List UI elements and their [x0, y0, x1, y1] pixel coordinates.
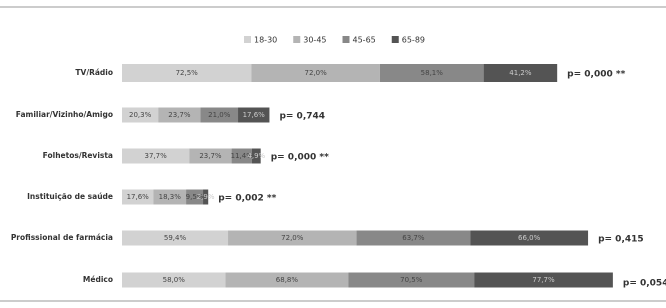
- bar-segment: [231, 148, 252, 164]
- category-label: Instituição de saúde: [27, 192, 113, 201]
- category-label: Médico: [83, 275, 113, 284]
- bar-segment: [474, 272, 613, 288]
- bar-segment: [122, 230, 229, 246]
- bar-segment: [186, 189, 204, 205]
- bar-segment: [225, 272, 349, 288]
- category-label: Familiar/Vizinho/Amigo: [16, 110, 113, 119]
- value-label: 23,7%: [199, 152, 222, 160]
- legend-label: 65-89: [402, 36, 425, 45]
- value-label: 66,0%: [518, 234, 541, 242]
- category-label: Profissional de farmácia: [11, 233, 113, 242]
- bar-segment: [483, 64, 558, 82]
- value-label: 70,5%: [400, 276, 423, 284]
- value-label: 17,6%: [243, 111, 266, 119]
- legend-label: 30-45: [303, 36, 326, 45]
- value-label: 72,5%: [176, 69, 199, 77]
- value-label: 58,0%: [163, 276, 186, 284]
- value-label: 77,7%: [532, 276, 555, 284]
- value-label: 41,2%: [509, 69, 532, 77]
- legend-swatch: [342, 36, 350, 43]
- value-label: 11,4%: [231, 152, 254, 160]
- bar-segment: [200, 107, 239, 123]
- value-label: 68,8%: [276, 276, 299, 284]
- p-value: p= 0,000 **: [271, 153, 329, 163]
- value-label: 23,7%: [168, 111, 191, 119]
- bar-segment: [122, 189, 154, 205]
- bar-segment: [122, 64, 252, 82]
- legend-swatch: [244, 36, 251, 43]
- bar-segment: [189, 148, 232, 164]
- p-value: p= 0,054: [623, 279, 666, 289]
- legend-label: 45-65: [353, 36, 376, 45]
- bar-segment: [470, 230, 589, 246]
- category-label: Folhetos/Revista: [43, 151, 113, 160]
- legend-swatch: [293, 36, 301, 43]
- value-label: 20,3%: [129, 111, 152, 119]
- category-label: TV/Rádio: [75, 68, 113, 77]
- value-label: 59,4%: [164, 234, 187, 242]
- bar-segment: [348, 272, 475, 288]
- bar-segment: [203, 189, 209, 205]
- bar-segment: [379, 64, 484, 82]
- bar-segment: [122, 272, 226, 288]
- value-label: 21,0%: [208, 111, 231, 119]
- value-label: 18,3%: [159, 193, 182, 201]
- value-label: 4,9%: [247, 152, 265, 160]
- p-value: p= 0,744: [279, 112, 325, 122]
- bar-segment: [251, 64, 380, 82]
- value-label: 37,7%: [145, 152, 168, 160]
- bar-segment: [251, 148, 261, 164]
- p-value: p= 0,002 **: [218, 194, 276, 204]
- bar-segment: [153, 189, 187, 205]
- bar-segment: [122, 148, 190, 164]
- value-label: 9,5%: [186, 193, 204, 201]
- value-label: 58,1%: [421, 69, 444, 77]
- value-label: 72,0%: [281, 234, 304, 242]
- legend-label: 18-30: [254, 36, 277, 45]
- bar-segment: [122, 107, 159, 123]
- value-label: 72,0%: [305, 69, 328, 77]
- bar-segment: [228, 230, 357, 246]
- bar-segment: [356, 230, 471, 246]
- bar-segment: [158, 107, 201, 123]
- value-label: 63,7%: [402, 234, 425, 242]
- p-value: p= 0,415: [598, 235, 644, 245]
- bar-segment: [238, 107, 270, 123]
- legend-swatch: [391, 36, 399, 43]
- p-value: p= 0,000 **: [567, 70, 625, 80]
- value-label: 2,9%: [197, 193, 215, 201]
- value-label: 17,6%: [127, 193, 150, 201]
